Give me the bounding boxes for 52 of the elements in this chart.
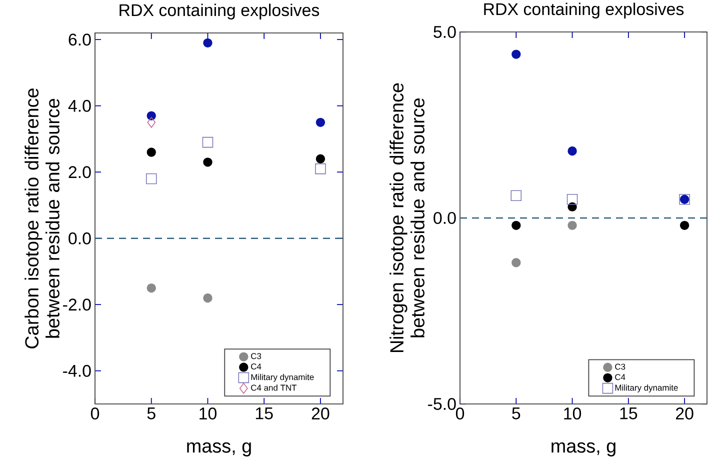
y-tick-label: -4.0 [63, 364, 91, 377]
legend-label: Military dynamite [615, 384, 678, 392]
point [512, 50, 521, 59]
point [203, 38, 212, 48]
point [146, 111, 156, 120]
point [146, 173, 157, 184]
point [202, 136, 214, 148]
legend-label: C4 [251, 364, 262, 370]
point [512, 258, 521, 268]
point [146, 148, 156, 157]
y-tick-label: 5.0 [434, 26, 456, 38]
point [316, 118, 326, 128]
y-axis-title: Nitrogen isotope ratio difference between residue and source [390, 83, 424, 352]
y-tick-label: -2.0 [63, 298, 91, 311]
x-tick-label: 20 [676, 408, 694, 420]
point [512, 220, 521, 230]
point [568, 220, 577, 230]
legend-label: C4 and TNT [251, 384, 297, 391]
point [510, 190, 522, 202]
point [315, 163, 326, 174]
y-tick-label: 0.0 [68, 232, 91, 244]
legend-label: Military dynamite [251, 374, 314, 382]
point [203, 158, 212, 167]
point [203, 293, 212, 303]
chart-title: RDX containing explosives [120, 4, 320, 20]
point [568, 146, 577, 156]
y-tick-label: 0.0 [434, 212, 456, 224]
y-axis-title: Carbon isotope ratio difference between residue and source [24, 88, 60, 348]
legend-label: C4 [615, 374, 626, 380]
point [566, 194, 578, 205]
point [316, 154, 326, 164]
y-tick-label: -5.0 [428, 398, 456, 410]
legend-label: C3 [615, 364, 626, 370]
y-tick-label: 4.0 [68, 100, 91, 112]
chart-title: RDX containing explosives [484, 2, 684, 18]
legend-label: C3 [251, 353, 262, 360]
x-tick-label: 0 [90, 408, 100, 420]
point [146, 283, 156, 293]
x-tick-label: 15 [256, 408, 273, 420]
y-tick-label: 6.0 [68, 34, 91, 46]
x-tick-label: 0 [456, 408, 464, 420]
x-tick-label: 5 [512, 408, 520, 420]
point [680, 220, 690, 230]
x-axis-title: mass, g [552, 442, 616, 456]
x-tick-label: 10 [200, 408, 216, 420]
x-tick-label: 15 [620, 408, 638, 420]
point [147, 117, 156, 128]
y-tick-label: 2.0 [68, 166, 91, 178]
x-axis-title: mass, g [187, 442, 251, 456]
x-tick-label: 20 [312, 408, 330, 420]
x-tick-label: 5 [147, 408, 156, 420]
x-tick-label: 10 [564, 408, 582, 420]
